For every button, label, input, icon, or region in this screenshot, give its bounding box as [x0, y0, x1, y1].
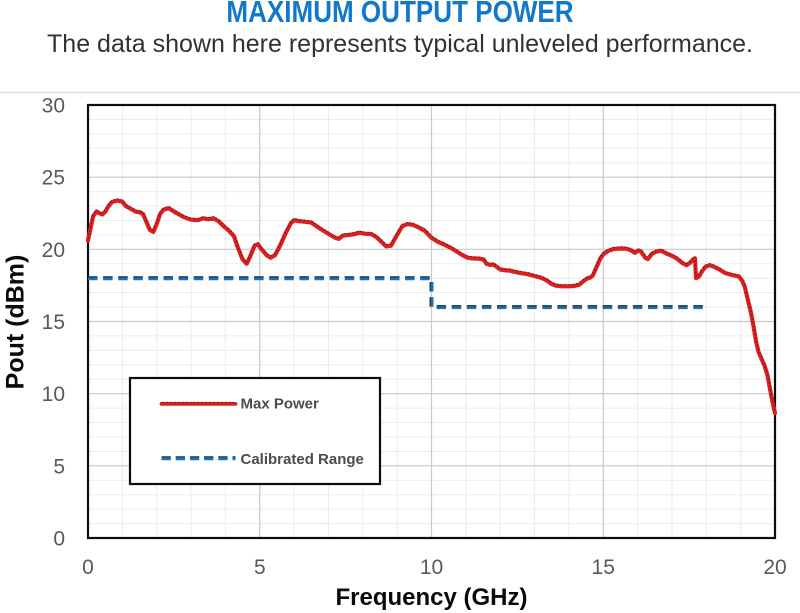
svg-text:10: 10 [420, 556, 443, 579]
svg-text:5: 5 [254, 556, 266, 579]
svg-text:25: 25 [42, 167, 65, 190]
svg-text:0: 0 [82, 556, 94, 579]
svg-text:20: 20 [763, 556, 786, 579]
svg-text:Frequency (GHz): Frequency (GHz) [335, 584, 527, 611]
svg-text:5: 5 [53, 455, 65, 478]
svg-text:Pout (dBm): Pout (dBm) [2, 255, 30, 390]
svg-text:15: 15 [592, 556, 615, 579]
svg-text:0: 0 [53, 528, 65, 551]
svg-text:Calibrated Range: Calibrated Range [241, 451, 364, 468]
svg-text:Max Power: Max Power [241, 396, 320, 413]
svg-text:20: 20 [42, 239, 65, 262]
svg-text:15: 15 [42, 311, 65, 334]
svg-text:30: 30 [42, 95, 65, 118]
svg-text:10: 10 [42, 383, 65, 406]
